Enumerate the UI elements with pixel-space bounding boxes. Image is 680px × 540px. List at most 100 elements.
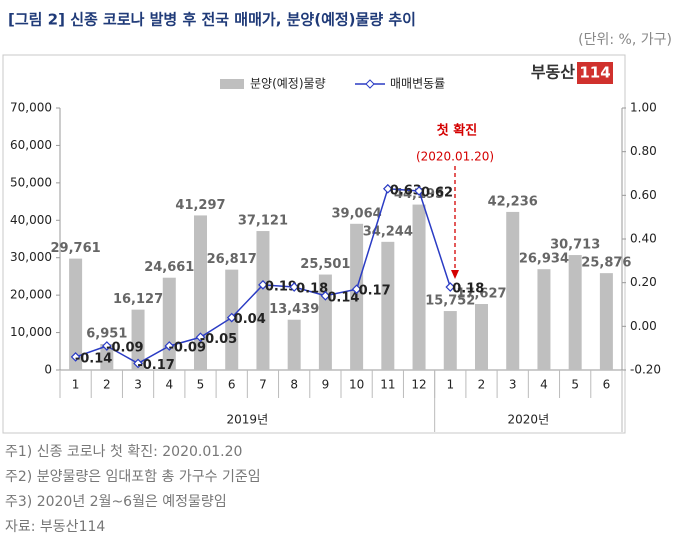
y2-tick-label: 0.20 (630, 275, 657, 289)
bar (506, 211, 520, 370)
line-value-label: -0.09 (106, 340, 143, 355)
bar (162, 277, 176, 370)
bar (194, 215, 207, 370)
x-tick-label: 1 (446, 378, 454, 392)
chart-title: [그림 2] 신종 코로나 발병 후 전국 매매가, 분양(예정)물량 추이 (8, 11, 416, 29)
line-value-label: 0.63 (390, 183, 422, 198)
line-value-label: 0.14 (327, 290, 359, 305)
bar (287, 319, 301, 370)
bar-value-label: 42,236 (488, 194, 538, 209)
x-tick-label: 6 (228, 378, 236, 392)
bar-value-label: 41,297 (175, 198, 225, 213)
x-tick-label: 5 (571, 378, 579, 392)
line-value-label: 0.18 (452, 282, 484, 297)
line-marker (289, 282, 300, 292)
line-value-label: -0.14 (75, 351, 112, 366)
y-tick-label: 40,000 (10, 213, 52, 227)
bar (537, 269, 551, 370)
annotation-date: (2020.01.20) (416, 150, 494, 164)
y2-tick-label: 1.00 (630, 101, 657, 115)
legend-label: 분양(예정)물량 (250, 77, 326, 91)
unit-note: (단위: %, 가구) (578, 32, 672, 48)
logo-badge-text: 114 (579, 64, 610, 82)
bar-value-label: 34,244 (363, 224, 413, 239)
footnote: 주1) 신종 코로나 첫 확진: 2020.01.20 (5, 444, 242, 460)
bar-value-label: 25,876 (581, 256, 631, 271)
x-tick-label: 12 (411, 378, 426, 392)
y-tick-label: 0 (44, 363, 52, 377)
bar (381, 241, 395, 370)
bar-value-label: 29,761 (51, 241, 101, 256)
bar (475, 304, 488, 370)
bar-value-label: 15,752 (425, 294, 475, 309)
y-tick-label: 50,000 (10, 175, 52, 189)
line-value-label: 0.17 (359, 284, 391, 299)
bar-value-label: 6,951 (86, 326, 127, 341)
y2-tick-label: 0.00 (630, 319, 657, 333)
x-tick-label: 2 (103, 378, 111, 392)
line-marker (70, 352, 81, 362)
legend-swatch (220, 79, 244, 89)
bar (443, 311, 457, 370)
logo-text: 부동산 (531, 63, 575, 82)
bar-value-label: 37,121 (238, 214, 288, 229)
line-value-label: -0.09 (169, 340, 206, 355)
footnote: 자료: 부동산114 (5, 519, 105, 535)
bar (318, 274, 332, 370)
bar-value-label: 30,713 (550, 238, 600, 253)
chart-frame (2, 54, 626, 434)
footnote: 주2) 분양물량은 임대포함 총 가구수 기준임 (5, 469, 261, 485)
y-tick-label: 60,000 (10, 138, 52, 152)
line-marker (101, 341, 112, 351)
line-marker (164, 341, 175, 351)
x-tick-label: 3 (134, 378, 142, 392)
x-tick-label: 1 (72, 378, 80, 392)
x-tick-label: 5 (197, 378, 205, 392)
x-tick-label: 6 (603, 378, 611, 392)
annotation-text: 첫 확진 (437, 123, 477, 139)
line-value-label: -0.05 (200, 332, 237, 347)
bar (131, 309, 145, 370)
logo-badge (577, 62, 613, 84)
line-value-label: 0.04 (234, 312, 266, 327)
bar (100, 343, 114, 370)
y-tick-label: 70,000 (10, 101, 52, 115)
annotation-arrowhead (451, 270, 459, 279)
line-marker (320, 290, 331, 301)
bar (568, 255, 582, 370)
bar-value-label: 17,627 (456, 287, 506, 302)
bar (256, 231, 270, 370)
bar-value-label: 13,439 (269, 302, 319, 317)
line-marker (414, 186, 424, 196)
legend-label: 매매변동률 (390, 77, 445, 91)
y2-tick-label: 0.80 (630, 144, 657, 158)
line-marker (226, 312, 237, 323)
line-marker (258, 280, 268, 290)
y2-tick-label: 0.60 (630, 188, 657, 202)
bar-value-label: 26,817 (207, 252, 257, 267)
bar (599, 273, 613, 370)
group-label: 2020년 (508, 413, 550, 427)
bar (350, 223, 364, 370)
group-label: 2019년 (227, 413, 269, 427)
x-tick-label: 9 (322, 378, 330, 392)
y2-tick-label: 0.40 (630, 232, 657, 246)
y-tick-label: 10,000 (10, 325, 52, 339)
line-marker (351, 284, 362, 295)
line-marker (382, 183, 393, 194)
bar-value-label: 26,934 (519, 252, 569, 267)
x-tick-label: 4 (540, 378, 548, 392)
bar (69, 258, 83, 370)
line-value-label: -0.17 (137, 358, 174, 373)
x-tick-label: 2 (478, 378, 486, 392)
y-tick-label: 30,000 (10, 250, 52, 264)
x-tick-label: 10 (349, 378, 364, 392)
y2-tick-label: -0.20 (630, 363, 661, 377)
bar-value-label: 24,661 (144, 260, 194, 275)
x-tick-label: 7 (259, 378, 267, 392)
line-marker (445, 282, 456, 292)
y-tick-label: 20,000 (10, 288, 52, 302)
line-value-label: 0.62 (421, 185, 453, 200)
bar-value-label: 39,064 (332, 206, 382, 221)
x-tick-label: 11 (380, 378, 395, 392)
